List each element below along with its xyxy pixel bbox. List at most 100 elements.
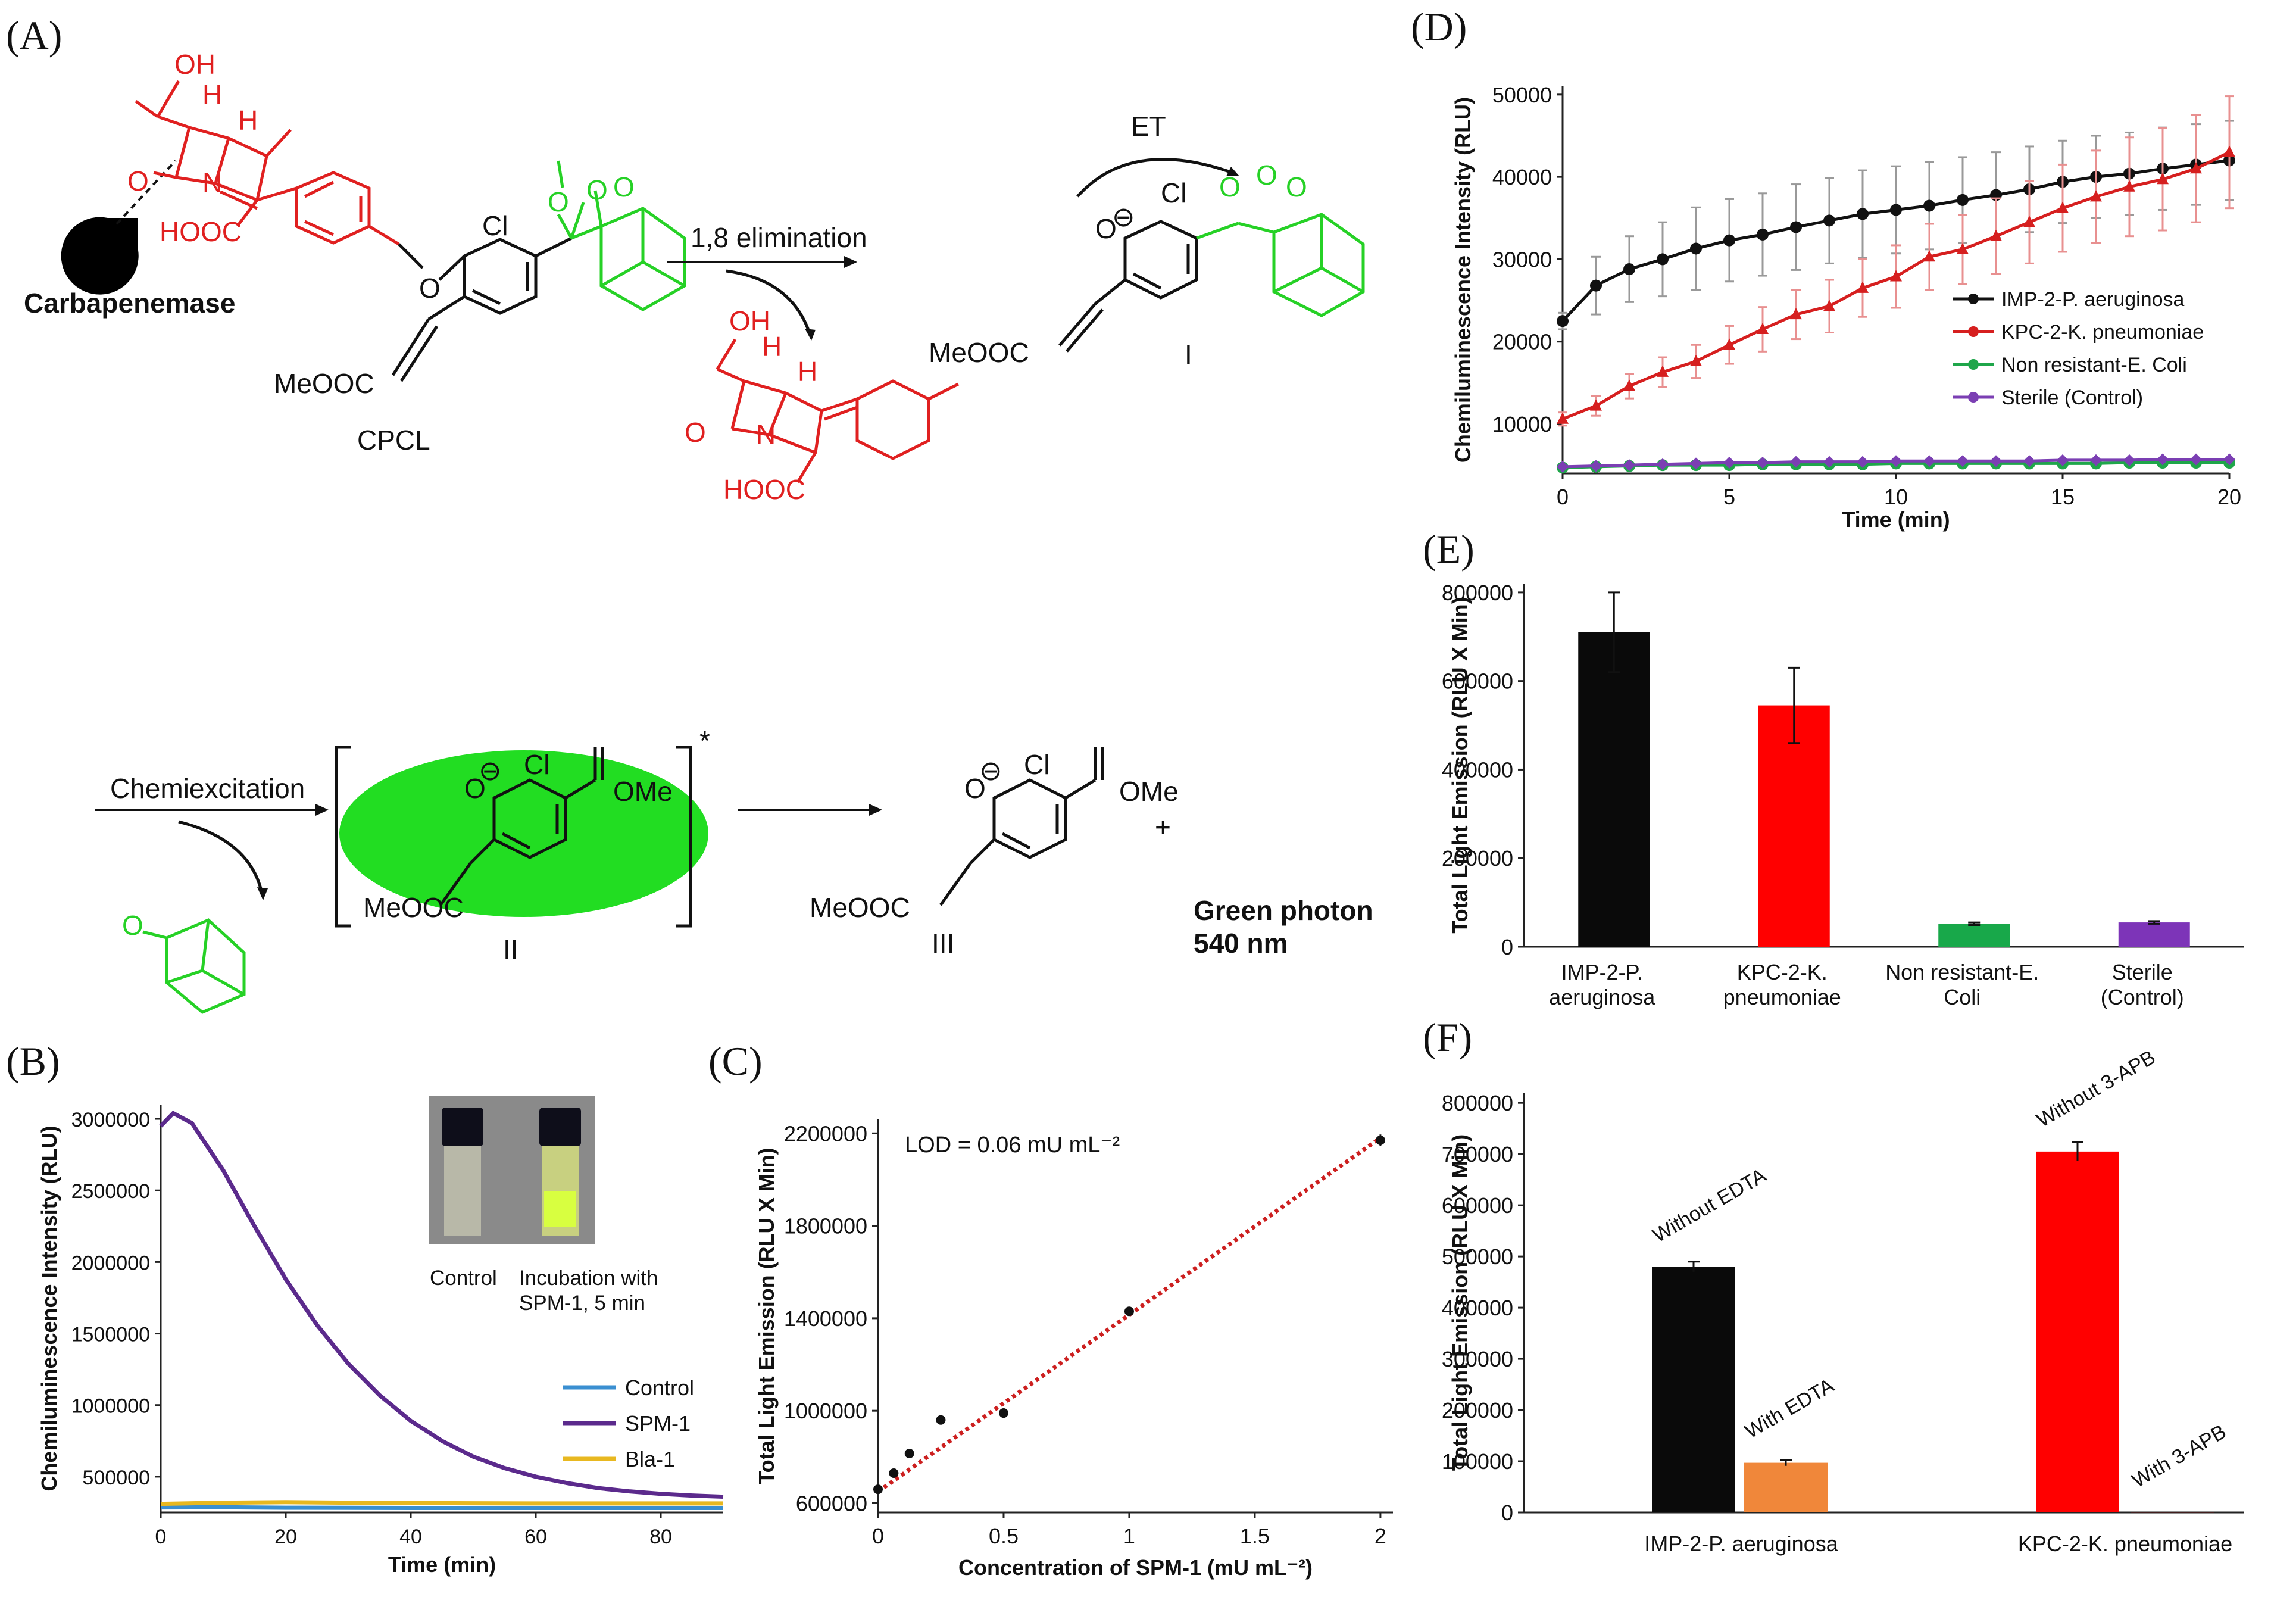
- svg-text:N: N: [202, 167, 222, 198]
- data-point: [1790, 221, 1802, 233]
- inset-incubation-label-2: SPM-1, 5 min: [519, 1292, 645, 1315]
- x-tick-label: 60: [524, 1526, 547, 1548]
- panel-label-b: (B): [6, 1038, 60, 1084]
- bar: [2118, 922, 2190, 947]
- category-label: Sterile (Control): [2101, 960, 2184, 1009]
- series-line-control: [160, 1505, 723, 1511]
- svg-text:MeOOC: MeOOC: [929, 337, 1029, 368]
- y-tick-label: 600000: [1442, 1193, 1513, 1218]
- excited-star: *: [699, 725, 710, 756]
- y-tick-label: 700000: [1442, 1142, 1513, 1166]
- y-tick-label: 300000: [1442, 1347, 1513, 1371]
- svg-text:O: O: [419, 273, 441, 304]
- svg-text:CPCL: CPCL: [357, 425, 430, 456]
- y-tick-label: 1400000: [784, 1306, 867, 1331]
- bar-annotation: With EDTA: [1741, 1374, 1838, 1443]
- data-point: [1823, 300, 1835, 311]
- data-point: [2223, 453, 2235, 466]
- data-point: [1790, 308, 1802, 320]
- x-tick-label: 15: [2051, 485, 2075, 509]
- data-point: [1590, 460, 1602, 472]
- svg-text:⊖: ⊖: [1112, 201, 1135, 232]
- svg-text:MeOOC: MeOOC: [363, 892, 464, 923]
- intermediate-ii: O ⊖ Cl OMe MeOOC II: [363, 747, 673, 965]
- svg-text:Cl: Cl: [1024, 749, 1049, 780]
- data-point: [2023, 455, 2035, 467]
- legend-label: Bla-1: [625, 1447, 675, 1471]
- data-point: [1124, 1306, 1134, 1317]
- cleavage-dashed-line: [115, 160, 177, 225]
- data-point: [1557, 315, 1569, 327]
- y-tick-label: 40000: [1492, 165, 1552, 189]
- y-tick-label: 400000: [1442, 757, 1513, 782]
- svg-text:O: O: [548, 186, 569, 217]
- y-tick-label: 400000: [1442, 1296, 1513, 1320]
- y-tick-label: 1500000: [71, 1324, 150, 1346]
- vial-control-cap: [442, 1108, 483, 1146]
- bar: [2036, 1151, 2119, 1512]
- x-tick-label: 0: [1557, 485, 1569, 509]
- svg-text:O: O: [464, 773, 486, 804]
- y-tick-label: 600000: [796, 1491, 867, 1515]
- data-point: [1857, 281, 1869, 293]
- adamantanone: O: [122, 910, 246, 1014]
- svg-text:OH: OH: [174, 49, 215, 80]
- bar-annotation: Without EDTA: [1649, 1164, 1770, 1247]
- et-label: ET: [1131, 111, 1166, 142]
- y-tick-label: 0: [1501, 1501, 1513, 1525]
- x-tick-label: 0: [872, 1524, 884, 1548]
- x-tick-label: 1.5: [1240, 1524, 1270, 1548]
- svg-text:O: O: [1286, 171, 1307, 202]
- svg-text:MeOOC: MeOOC: [810, 892, 910, 923]
- svg-text:III: III: [932, 928, 954, 959]
- data-point: [1990, 455, 2002, 467]
- y-tick-label: 100000: [1442, 1449, 1513, 1474]
- svg-text:OH: OH: [729, 305, 770, 336]
- data-point: [1757, 228, 1769, 241]
- data-point: [1957, 455, 1969, 467]
- data-point: [2057, 454, 2069, 466]
- x-tick-label: 1: [1123, 1524, 1135, 1548]
- y-tick-label: 200000: [1442, 846, 1513, 871]
- y-tick-label: 1000000: [71, 1395, 150, 1418]
- panel-label-c: (C): [708, 1038, 763, 1084]
- et-curved-arrow: [1076, 158, 1233, 198]
- data-point: [1723, 457, 1735, 469]
- y-axis-title: Total Light Emission (RLU X Min): [1448, 1134, 1472, 1471]
- data-point: [873, 1484, 883, 1495]
- y-axis-title: Chemiluminescence Intensity (RLU): [1451, 97, 1475, 463]
- x-axis-title: Time (min): [1842, 507, 1950, 532]
- chart-b: 500000 1000000 1500000 2000000 2500000 300000…: [37, 1105, 724, 1577]
- svg-text:Cl: Cl: [524, 749, 549, 780]
- svg-text:O: O: [1095, 213, 1117, 244]
- svg-text:H: H: [762, 331, 782, 362]
- cpcl-aryl-core: O Cl MeOOC CPCL: [274, 210, 573, 456]
- data-point: [1757, 457, 1769, 469]
- svg-text:O: O: [613, 171, 635, 202]
- y-tick-label: 800000: [1442, 1091, 1513, 1115]
- excited-state-glow: [339, 750, 708, 917]
- data-point: [1623, 379, 1635, 391]
- data-point: [904, 1449, 914, 1458]
- svg-text:Cl: Cl: [1161, 177, 1186, 208]
- data-point: [1857, 208, 1869, 220]
- data-point: [2090, 454, 2102, 466]
- data-point: [1757, 322, 1769, 334]
- x-axis-title: Time (min): [388, 1552, 496, 1577]
- data-point: [2157, 173, 2169, 185]
- bar: [1744, 1462, 1828, 1512]
- adamantanone-curved-arrow: [178, 820, 264, 894]
- svg-text:HOOC: HOOC: [160, 216, 242, 247]
- category-label: IMP-2-P. aeruginosa: [1549, 960, 1655, 1009]
- data-point: [1690, 457, 1702, 470]
- x-tick-label: 40: [399, 1526, 422, 1548]
- bar: [1938, 924, 2010, 947]
- data-point: [2123, 454, 2135, 466]
- cpcl-carbapenem-moiety: OH H O N H HOOC: [127, 49, 400, 247]
- release-curved-arrow: [726, 269, 811, 334]
- panel-label-e: (E): [1423, 526, 1475, 572]
- data-point: [1823, 214, 1835, 227]
- data-point: [1857, 456, 1869, 468]
- x-tick-label: 20: [2217, 485, 2241, 509]
